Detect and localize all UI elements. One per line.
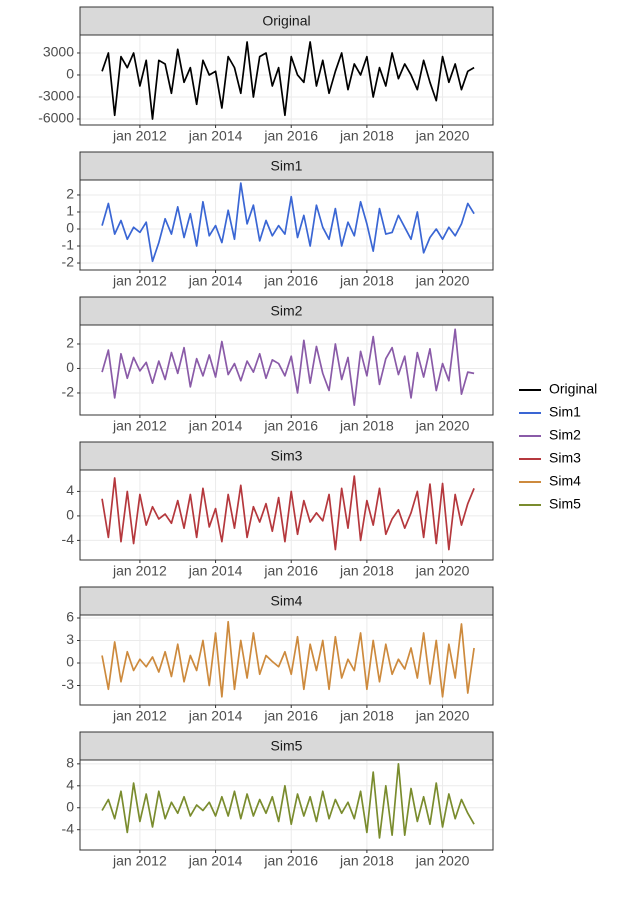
- series-line: [101, 475, 475, 551]
- y-tick-label: 0: [66, 507, 74, 523]
- x-tick-label: jan 2018: [339, 853, 394, 869]
- x-tick-label: jan 2012: [112, 273, 167, 289]
- y-tick-label: 3000: [43, 44, 74, 60]
- x-tick-label: jan 2016: [263, 273, 318, 289]
- strip: [79, 586, 494, 616]
- x-tick-label: jan 2018: [339, 273, 394, 289]
- y-tick-label: 0: [66, 798, 74, 814]
- strip-title: Sim3: [271, 448, 303, 464]
- strip-title: Sim5: [271, 738, 303, 754]
- y-tick-label: -1: [62, 237, 75, 253]
- strip-title: Sim2: [271, 303, 303, 319]
- y-tick-label: -4: [62, 531, 75, 547]
- x-tick-label: jan 2020: [415, 418, 470, 434]
- x-tick-label: jan 2012: [112, 853, 167, 869]
- x-tick-label: jan 2012: [112, 418, 167, 434]
- x-tick-label: jan 2020: [415, 128, 470, 144]
- x-tick-label: jan 2012: [112, 563, 167, 579]
- y-tick-label: -3000: [38, 88, 74, 104]
- legend-label: Original: [549, 381, 597, 397]
- legend-label: Sim5: [549, 496, 581, 512]
- strip: [79, 151, 494, 181]
- y-tick-label: 0: [66, 66, 74, 82]
- legend-label: Sim1: [549, 404, 581, 420]
- y-tick-label: 2: [66, 186, 74, 202]
- x-tick-label: jan 2014: [188, 563, 243, 579]
- legend-label: Sim3: [549, 450, 581, 466]
- legend-label: Sim4: [549, 473, 581, 489]
- y-tick-label: 0: [66, 654, 74, 670]
- x-tick-label: jan 2014: [188, 128, 243, 144]
- series-line: [101, 620, 475, 698]
- x-tick-label: jan 2016: [263, 128, 318, 144]
- x-tick-label: jan 2016: [263, 853, 318, 869]
- y-tick-label: -4: [62, 820, 75, 836]
- x-tick-label: jan 2018: [339, 128, 394, 144]
- x-tick-label: jan 2016: [263, 418, 318, 434]
- strip-title: Sim1: [271, 158, 303, 174]
- x-tick-label: jan 2014: [188, 273, 243, 289]
- y-tick-label: 4: [66, 776, 74, 792]
- x-tick-label: jan 2012: [112, 128, 167, 144]
- y-tick-label: 2: [66, 335, 74, 351]
- x-tick-label: jan 2020: [415, 853, 470, 869]
- y-tick-label: 3: [66, 631, 74, 647]
- x-tick-label: jan 2020: [415, 708, 470, 724]
- y-tick-label: -6000: [38, 110, 74, 126]
- x-tick-label: jan 2016: [263, 563, 318, 579]
- series-line: [101, 762, 475, 839]
- y-tick-label: 0: [66, 359, 74, 375]
- strip: [79, 441, 494, 471]
- y-tick-label: -3: [62, 676, 75, 692]
- y-tick-label: 4: [66, 482, 74, 498]
- x-tick-label: jan 2020: [415, 563, 470, 579]
- y-tick-label: -2: [62, 254, 75, 270]
- strip: [79, 6, 494, 36]
- series-line: [101, 182, 475, 263]
- x-tick-label: jan 2014: [188, 853, 243, 869]
- y-tick-label: 6: [66, 609, 74, 625]
- x-tick-label: jan 2014: [188, 708, 243, 724]
- y-tick-label: 1: [66, 203, 74, 219]
- y-tick-label: -2: [62, 384, 75, 400]
- strip-title: Sim4: [271, 593, 303, 609]
- x-tick-label: jan 2014: [188, 418, 243, 434]
- legend-label: Sim2: [549, 427, 581, 443]
- x-tick-label: jan 2018: [339, 563, 394, 579]
- panel-background: [80, 760, 493, 850]
- x-tick-label: jan 2012: [112, 708, 167, 724]
- series-line: [101, 41, 475, 120]
- panel-background: [80, 470, 493, 560]
- x-tick-label: jan 2016: [263, 708, 318, 724]
- x-tick-label: jan 2018: [339, 708, 394, 724]
- strip: [79, 731, 494, 761]
- strip-title: Original: [262, 13, 310, 29]
- series-line: [101, 328, 475, 407]
- x-tick-label: jan 2018: [339, 418, 394, 434]
- y-tick-label: 0: [66, 220, 74, 236]
- strip: [79, 296, 494, 326]
- x-tick-label: jan 2020: [415, 273, 470, 289]
- y-tick-label: 8: [66, 755, 74, 771]
